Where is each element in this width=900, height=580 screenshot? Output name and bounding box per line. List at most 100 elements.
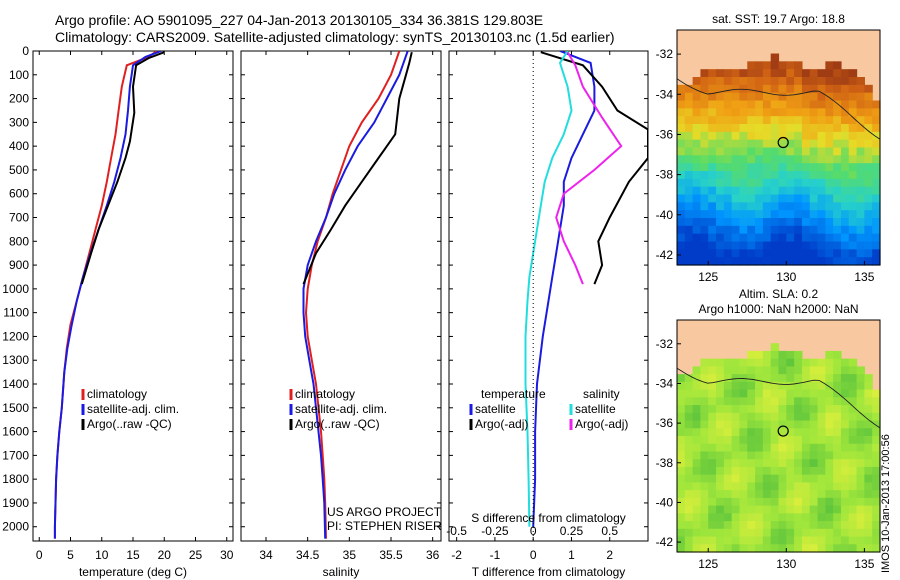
heatmap-cell	[840, 420, 850, 429]
depth-tick-label: 1000	[2, 282, 29, 296]
heatmap-cell	[677, 505, 686, 514]
heatmap-cell	[801, 513, 811, 522]
heatmap-cell	[747, 116, 756, 125]
heatmap-cell	[801, 474, 811, 483]
heatmap-cell	[723, 116, 733, 125]
heatmap-cell	[786, 428, 795, 437]
heatmap-cell	[840, 528, 850, 538]
heatmap-cell	[716, 374, 725, 383]
heatmap-cell	[708, 210, 717, 219]
heatmap-cell	[872, 405, 881, 414]
heatmap-cell	[794, 474, 803, 483]
heatmap-cell	[692, 139, 702, 149]
heatmap-cell	[856, 397, 865, 406]
heatmap-cell	[786, 474, 795, 483]
heatmap-cell	[856, 482, 865, 491]
heatmap-cell	[864, 155, 873, 164]
heatmap-cell	[833, 513, 842, 522]
heatmap-cell	[833, 358, 842, 367]
heatmap-cell	[833, 92, 842, 102]
heatmap-cell	[840, 124, 850, 133]
heatmap-cell	[677, 131, 686, 141]
heatmap-cell	[677, 124, 686, 133]
heatmap-cell	[739, 451, 748, 460]
heatmap-cell	[762, 459, 772, 468]
heatmap-cell	[723, 436, 733, 445]
heatmap-cell	[723, 218, 733, 227]
float-position-marker	[777, 425, 789, 437]
heatmap-cell	[817, 397, 826, 406]
heatmap-cell	[684, 249, 694, 258]
heatmap-cell	[794, 389, 803, 398]
heatmap-cell	[801, 428, 811, 437]
heatmap-cell	[856, 436, 865, 445]
heatmap-cell	[809, 428, 819, 437]
heatmap-cell	[762, 482, 772, 491]
heatmap-cell	[692, 163, 702, 172]
depth-tick-label: 1700	[2, 448, 29, 462]
heatmap-cell	[872, 474, 881, 483]
heatmap-cell	[786, 249, 795, 258]
heatmap-cell	[708, 233, 717, 243]
heatmap-cell	[801, 108, 811, 117]
heatmap-cell	[692, 451, 702, 460]
heatmap-cell	[786, 521, 795, 530]
heatmap-cell	[833, 171, 842, 180]
heatmap-cell	[700, 536, 709, 545]
heatmap-cell	[716, 210, 725, 219]
heatmap-cell	[840, 108, 850, 117]
heatmap-cell	[848, 77, 858, 86]
heatmap-cell	[762, 108, 772, 117]
heatmap-cell	[801, 459, 811, 468]
heatmap-cell	[778, 528, 787, 538]
heatmap-cell	[864, 100, 873, 109]
heatmap-cell	[708, 466, 717, 476]
heatmap-cell	[856, 163, 865, 172]
heatmap-cell	[809, 131, 819, 141]
heatmap-cell	[801, 92, 811, 102]
heatmap-cell	[872, 210, 881, 219]
heatmap-cell	[786, 451, 795, 460]
x-tick-label: 34	[259, 548, 273, 562]
heatmap-cell	[856, 528, 865, 538]
heatmap-cell	[833, 544, 842, 553]
lat-tick-label: -40	[656, 208, 674, 222]
heatmap-cell	[809, 233, 819, 243]
heatmap-cell	[747, 257, 756, 266]
heatmap-cell	[747, 178, 756, 188]
heatmap-cell	[716, 171, 725, 180]
heatmap-cell	[848, 521, 858, 530]
heatmap-cell	[833, 249, 842, 258]
heatmap-cell	[778, 100, 787, 109]
heatmap-cell	[872, 513, 881, 522]
heatmap-cell	[739, 210, 748, 219]
heatmap-cell	[840, 521, 850, 530]
heatmap-cell	[864, 92, 873, 102]
heatmap-cell	[762, 147, 772, 156]
heatmap-cell	[700, 147, 709, 156]
heatmap-cell	[684, 225, 694, 235]
heatmap-cell	[825, 451, 834, 460]
heatmap-cell	[747, 451, 756, 460]
climatology-title: Climatology: CARS2009. Satellite-adjuste…	[55, 29, 615, 45]
heatmap-cell	[778, 544, 787, 553]
heatmap-cell	[677, 490, 686, 499]
heatmap-cell	[833, 374, 842, 383]
heatmap-cell	[731, 257, 741, 266]
x-tick-label: 10	[95, 548, 109, 562]
x-tick-label: 5	[67, 548, 74, 562]
heatmap-cell	[739, 257, 748, 266]
heatmap-cell	[692, 202, 702, 211]
heatmap-cell	[778, 451, 787, 460]
heatmap-cell	[817, 194, 826, 203]
heatmap-cell	[684, 381, 694, 391]
heatmap-cell	[677, 241, 686, 250]
heatmap-cell	[700, 155, 709, 164]
heatmap-cell	[786, 218, 795, 227]
heatmap-cell	[755, 350, 764, 360]
heatmap-cell	[739, 116, 748, 125]
heatmap-cell	[833, 139, 842, 149]
heatmap-cell	[801, 139, 811, 149]
x-tick-label: 1	[568, 548, 575, 562]
